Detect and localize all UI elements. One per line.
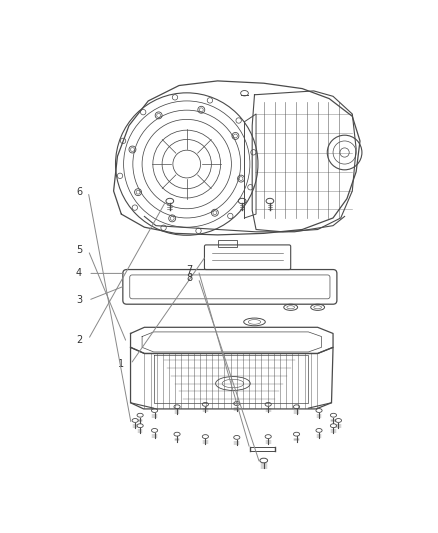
Text: 5: 5: [76, 245, 82, 255]
Text: 3: 3: [76, 295, 82, 305]
Text: 1: 1: [118, 359, 124, 369]
Text: 4: 4: [76, 269, 82, 278]
Bar: [218, 240, 237, 247]
Text: 7: 7: [186, 265, 192, 276]
Text: 8: 8: [186, 273, 192, 283]
Bar: [250, 447, 276, 451]
Text: 6: 6: [76, 187, 82, 197]
Text: 2: 2: [76, 335, 82, 345]
